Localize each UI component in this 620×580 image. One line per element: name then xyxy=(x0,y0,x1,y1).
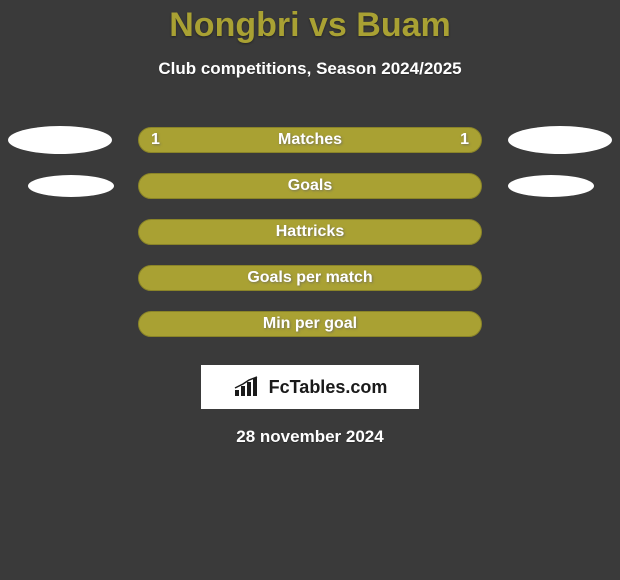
left-value: 1 xyxy=(151,131,160,149)
stat-rows: 1 Matches 1 Goals Hattricks xyxy=(0,117,620,347)
stat-label: Min per goal xyxy=(263,315,357,333)
logo-inner: FcTables.com xyxy=(233,376,388,398)
bar-wrap: Goals per match xyxy=(138,265,482,291)
headline-title: Nongbri vs Buam xyxy=(0,0,620,45)
infographic-canvas: Nongbri vs Buam Club competitions, Seaso… xyxy=(0,0,620,580)
bar-wrap: 1 Matches 1 xyxy=(138,127,482,153)
logo-text: FcTables.com xyxy=(269,377,388,398)
left-ellipse-icon xyxy=(8,126,112,154)
bar-wrap: Hattricks xyxy=(138,219,482,245)
stat-row-matches: 1 Matches 1 xyxy=(0,117,620,163)
stat-row-min-per-goal: Min per goal xyxy=(0,301,620,347)
stat-bar: Min per goal xyxy=(138,311,482,337)
stat-row-goals-per-match: Goals per match xyxy=(0,255,620,301)
bar-wrap: Min per goal xyxy=(138,311,482,337)
date-text: 28 november 2024 xyxy=(0,427,620,447)
right-ellipse-icon xyxy=(508,126,612,154)
stat-row-hattricks: Hattricks xyxy=(0,209,620,255)
stat-label: Matches xyxy=(278,131,342,149)
stat-label: Hattricks xyxy=(276,223,344,241)
stat-bar: 1 Matches 1 xyxy=(138,127,482,153)
stat-bar: Goals per match xyxy=(138,265,482,291)
stat-row-goals: Goals xyxy=(0,163,620,209)
bar-wrap: Goals xyxy=(138,173,482,199)
stat-label: Goals xyxy=(288,177,332,195)
stat-bar: Hattricks xyxy=(138,219,482,245)
left-ellipse-icon xyxy=(28,175,114,197)
right-ellipse-icon xyxy=(508,175,594,197)
right-value: 1 xyxy=(460,131,469,149)
bar-chart-icon xyxy=(233,376,263,398)
stat-label: Goals per match xyxy=(247,269,372,287)
stat-bar: Goals xyxy=(138,173,482,199)
logo-box: FcTables.com xyxy=(201,365,419,409)
headline-subtitle: Club competitions, Season 2024/2025 xyxy=(0,59,620,79)
